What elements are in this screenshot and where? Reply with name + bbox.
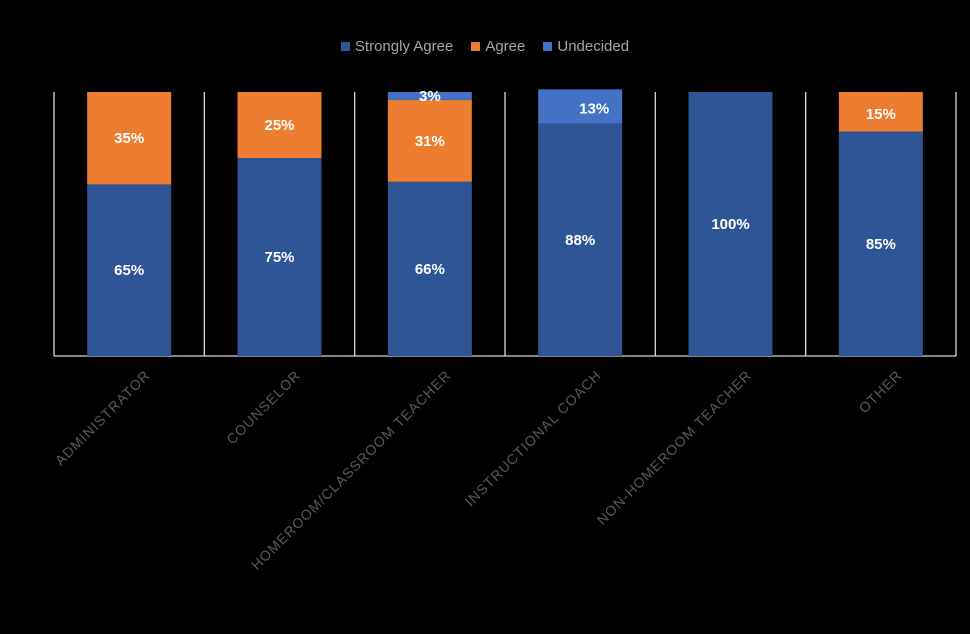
data-label: 13% <box>579 100 609 117</box>
bar-segment <box>237 158 322 356</box>
legend-label: Strongly Agree <box>354 38 454 55</box>
data-label: 75% <box>264 249 294 266</box>
legend-item-2: Undecided <box>543 38 629 55</box>
bar-segment <box>538 89 623 124</box>
legend-swatch <box>543 42 553 51</box>
legend-label: Agree <box>485 38 526 55</box>
data-label: 35% <box>114 130 144 147</box>
bar-segment <box>87 92 172 185</box>
legend-item-1: Agree <box>471 38 525 55</box>
category-label: OTHER <box>855 367 904 416</box>
data-label: 88% <box>565 232 595 249</box>
data-label: 100% <box>711 216 749 233</box>
bar-segment <box>387 181 472 356</box>
legend: Strongly Agree Agree Undecided <box>0 38 970 55</box>
category-label: ADMINISTRATOR <box>52 367 154 469</box>
legend-swatch <box>471 42 481 51</box>
bar-segment <box>87 184 172 356</box>
data-label: 3% <box>419 88 441 105</box>
data-label: 85% <box>866 236 896 253</box>
legend-swatch <box>340 42 350 51</box>
category-label: COUNSELOR <box>223 367 303 447</box>
legend-label: Undecided <box>557 38 630 55</box>
category-label: NON-HOMEROOM TEACHER <box>594 367 755 528</box>
bar-segment <box>538 123 623 357</box>
bar-segment <box>838 92 923 132</box>
legend-item-0: Strongly Agree <box>340 38 454 55</box>
bar-segment <box>838 131 923 356</box>
data-label: 15% <box>866 106 896 123</box>
data-label: 31% <box>415 133 445 150</box>
bar-segment <box>688 92 773 356</box>
category-label: INSTRUCTIONAL COACH <box>462 367 605 510</box>
data-label: 65% <box>114 262 144 279</box>
data-label: 25% <box>264 117 294 134</box>
bar-segment <box>237 92 322 158</box>
bar-segment <box>387 92 472 100</box>
bar-segment <box>387 99 472 182</box>
data-label: 66% <box>415 261 445 278</box>
